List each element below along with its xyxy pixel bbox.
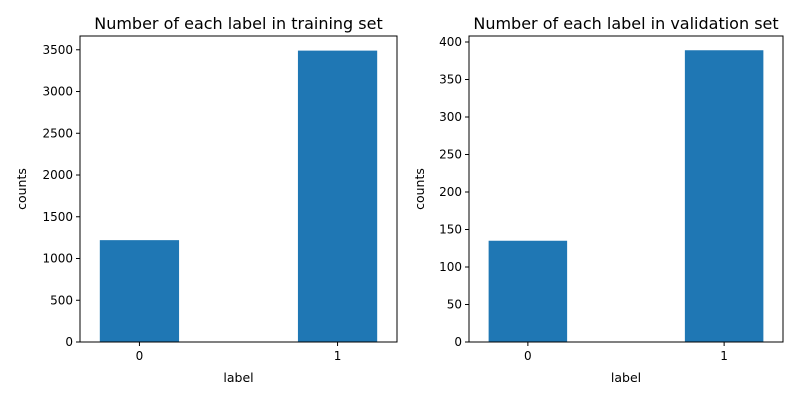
training-ytick-label: 1500 [42,210,73,224]
training-ytick-label: 500 [50,293,73,307]
validation-set-chart: 0 50 100 150 200 250 300 350 400 0 1 Number of each… [412,14,784,385]
validation-ytick-label: 300 [439,110,462,124]
validation-ytick-label: 250 [439,148,462,162]
validation-bar-0 [488,240,568,342]
training-bar-1 [297,50,378,343]
training-x-axis-label: label [223,370,253,385]
validation-ytick-label: 100 [439,260,462,274]
validation-ytick-label: 150 [439,223,462,237]
validation-ytick-label: 400 [439,35,462,49]
training-ytick-label: 3000 [42,85,73,99]
validation-y-axis-label: counts [412,168,427,210]
training-ytick-label: 1000 [42,252,73,266]
training-axes-frame [79,35,398,343]
training-xtick-label: 0 [136,349,144,363]
validation-ytick-label: 200 [439,185,462,199]
validation-xtick-label: 0 [524,349,532,363]
validation-ytick-label: 350 [439,73,462,87]
training-set-chart: 0 500 1000 1500 2000 2500 3000 3500 0 1 Number of … [14,14,398,385]
training-ytick-label: 0 [65,335,73,349]
training-y-axis-label: counts [14,168,29,210]
validation-x-axis-label: label [611,370,641,385]
training-ytick-label: 2000 [42,168,73,182]
validation-ytick-label: 0 [454,335,462,349]
validation-bar-1 [684,50,764,342]
training-bar-0 [99,240,180,342]
validation-axes-frame [468,35,784,343]
training-ytick-label: 2500 [42,126,73,140]
validation-xtick-label: 1 [720,349,728,363]
training-xtick-label: 1 [334,349,342,363]
training-ytick-label: 3500 [42,43,73,57]
validation-chart-title: Number of each label in validation set [473,14,778,33]
training-chart-title: Number of each label in training set [94,14,383,33]
validation-ytick-label: 50 [447,298,462,312]
